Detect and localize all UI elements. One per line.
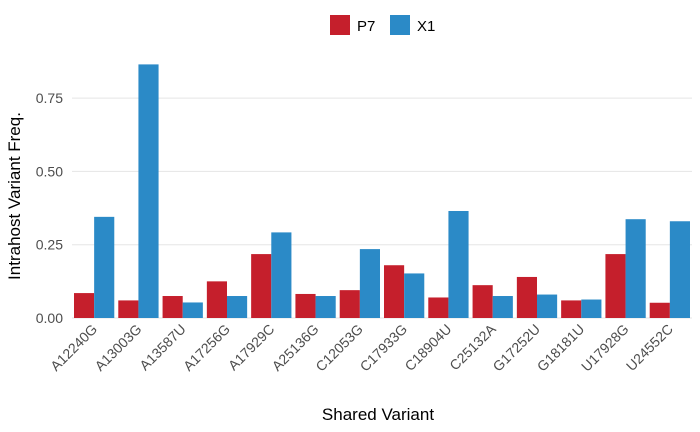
y-tick-label: 0.00: [36, 310, 63, 326]
bar-p7-a17929c: [251, 254, 272, 318]
y-tick-label: 0.25: [36, 237, 63, 253]
x-tick-label: G18181U: [534, 321, 588, 375]
bar-x1-c18904u: [448, 210, 469, 318]
bar-p7-g17252u: [516, 276, 537, 318]
bar-x1-g18181u: [581, 299, 602, 318]
legend-label-x1: X1: [417, 18, 435, 35]
bar-p7-u24552c: [649, 302, 670, 318]
bar-p7-u17928g: [605, 254, 626, 318]
x-tick-label: U17928G: [578, 321, 632, 375]
bar-x1-u24552c: [669, 221, 690, 318]
gridlines: [72, 97, 692, 319]
bar-x1-a17256g: [227, 296, 248, 318]
bar-p7-g18181u: [561, 300, 582, 318]
bar-x1-a13003g: [138, 64, 159, 318]
bar-x1-a13587u: [182, 302, 203, 318]
bar-x1-c12053g: [359, 249, 380, 318]
x-axis-title: Shared Variant: [322, 405, 434, 424]
x-tick-label: C18904U: [401, 321, 454, 374]
legend-swatch-x1: [390, 15, 410, 35]
bar-x1-u17928g: [625, 219, 646, 318]
x-tick-label: A13587U: [136, 321, 189, 374]
x-tick-labels: A12240GA13003GA13587UA17256GA17929CA2513…: [47, 320, 676, 374]
bar-x1-c17933g: [404, 273, 425, 318]
bar-x1-a17929c: [271, 232, 292, 318]
bar-p7-a12240g: [74, 293, 95, 318]
y-tick-labels: 0.00 0.25 0.50 0.75: [36, 90, 63, 326]
bar-x1-g17252u: [537, 294, 558, 318]
bar-p7-c18904u: [428, 297, 449, 318]
bars: [74, 64, 690, 318]
legend-swatch-p7: [330, 15, 350, 35]
bar-p7-a25136g: [295, 293, 316, 318]
x-tick-label: U24552C: [623, 321, 676, 374]
legend: P7 X1: [330, 15, 435, 35]
bar-x1-a25136g: [315, 296, 336, 318]
bar-x1-a12240g: [94, 216, 115, 318]
bar-p7-a17256g: [206, 281, 227, 318]
y-tick-label: 0.50: [36, 163, 63, 179]
x-tick-label: A17256G: [180, 321, 233, 374]
x-tick-label: C12053G: [312, 321, 366, 375]
bar-p7-a13003g: [118, 300, 139, 318]
x-tick-label: G17252U: [489, 321, 543, 375]
bar-p7-c12053g: [339, 290, 360, 318]
x-tick-label: A13003G: [91, 321, 144, 374]
x-tick-label: A12240G: [47, 321, 100, 374]
legend-label-p7: P7: [357, 18, 375, 35]
y-tick-label: 0.75: [36, 90, 63, 106]
bar-p7-a13587u: [162, 296, 183, 318]
bar-p7-c17933g: [384, 265, 405, 318]
bar-x1-c25132a: [492, 296, 513, 318]
y-axis-title: Intrahost Variant Freq.: [5, 112, 24, 280]
x-tick-label: A17929C: [225, 321, 278, 374]
x-tick-label: C17933G: [357, 321, 411, 375]
bar-p7-c25132a: [472, 285, 493, 318]
